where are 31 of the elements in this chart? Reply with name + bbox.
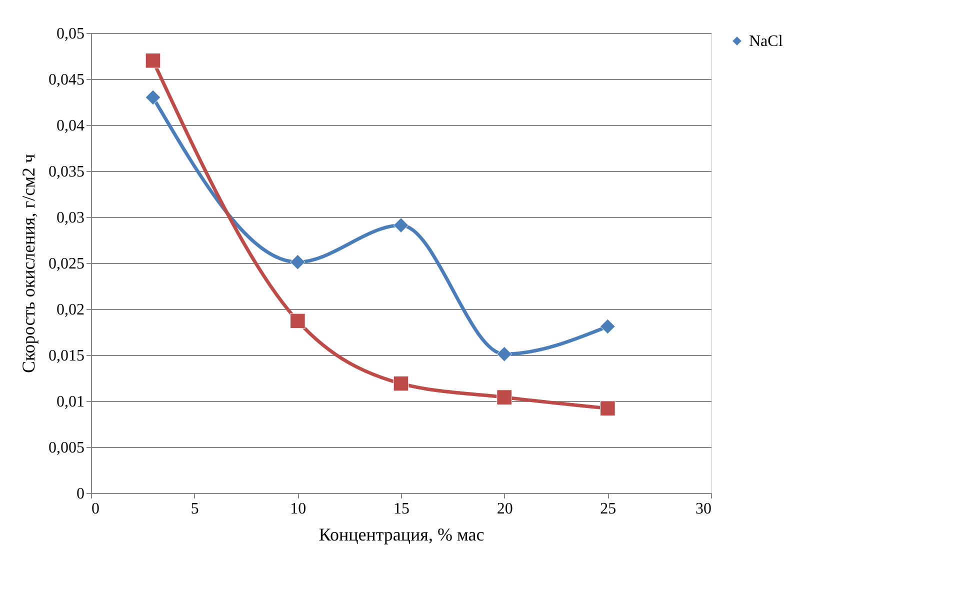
y-tick-label: 0,02 [56, 302, 84, 318]
x-tick-label: 30 [696, 500, 712, 518]
y-tick-label: 0,035 [48, 164, 84, 180]
y-axis-title: Скорость окисления, г/см2 ч [18, 154, 38, 374]
y-tick-label: 0,05 [56, 26, 84, 42]
y-tick-label: 0 [76, 486, 84, 502]
x-tick-label: 10 [290, 500, 306, 518]
x-tick-label: 20 [496, 500, 513, 518]
point [145, 90, 161, 106]
y-tick-label: 0,04 [56, 118, 84, 134]
x-tick-label: 0 [92, 500, 100, 518]
y-tick-label: 0,025 [48, 256, 84, 272]
point [600, 400, 616, 416]
x-tick-label: 5 [190, 500, 199, 518]
point [290, 254, 306, 270]
point [393, 218, 409, 233]
x-axis-title: Концентрация, % мас [318, 524, 484, 544]
x-tick-label: 25 [600, 500, 616, 518]
point [496, 346, 512, 362]
point [600, 318, 616, 334]
point [393, 376, 409, 392]
point [290, 313, 306, 329]
y-tick-label: 0,015 [48, 348, 84, 364]
point [496, 390, 512, 405]
y-tick-label: 0,01 [56, 394, 84, 410]
legend-label: NaCl [749, 33, 784, 50]
y-tick-label: 0,045 [48, 72, 84, 88]
point [145, 52, 161, 68]
x-tick-label: 15 [394, 500, 410, 518]
y-tick-label: 0,005 [48, 440, 84, 456]
y-tick-label: 0,03 [56, 210, 84, 226]
